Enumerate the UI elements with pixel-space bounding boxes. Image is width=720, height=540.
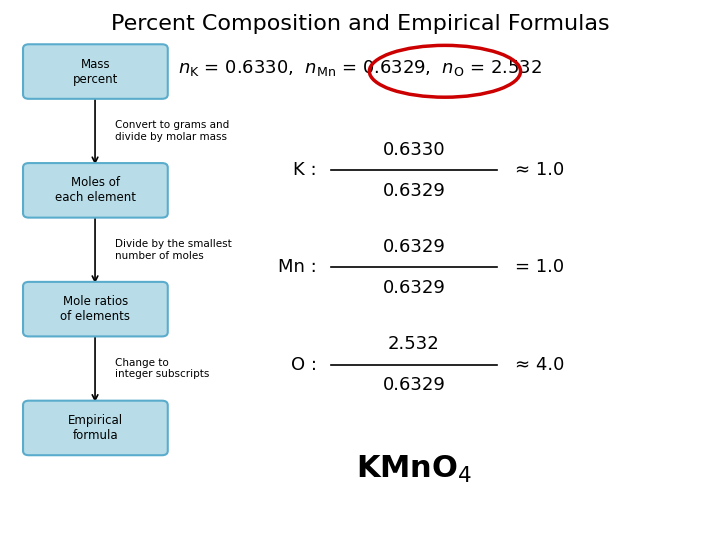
Text: ≈ 1.0: ≈ 1.0 [515, 161, 564, 179]
Text: = 1.0: = 1.0 [515, 258, 564, 276]
Text: ≈ 4.0: ≈ 4.0 [515, 355, 564, 374]
FancyBboxPatch shape [23, 401, 168, 455]
Text: $n_\mathrm{K}$ = 0.6330,  $n_\mathrm{Mn}$ = 0.6329,  $n_\mathrm{O}$ = 2.532: $n_\mathrm{K}$ = 0.6330, $n_\mathrm{Mn}$… [178, 57, 542, 78]
Text: Mole ratios
of elements: Mole ratios of elements [60, 295, 130, 323]
Text: 2.532: 2.532 [388, 335, 440, 353]
Text: O :: O : [291, 355, 317, 374]
Text: Mn :: Mn : [278, 258, 317, 276]
Text: Empirical
formula: Empirical formula [68, 414, 123, 442]
Text: Divide by the smallest
number of moles: Divide by the smallest number of moles [115, 239, 232, 261]
Text: KMnO$_4$: KMnO$_4$ [356, 454, 472, 485]
Text: K :: K : [293, 161, 317, 179]
Text: 0.6329: 0.6329 [382, 279, 446, 297]
Text: Change to
integer subscripts: Change to integer subscripts [115, 357, 210, 379]
FancyBboxPatch shape [23, 282, 168, 336]
Text: 0.6329: 0.6329 [382, 238, 446, 256]
Text: 0.6329: 0.6329 [382, 181, 446, 200]
FancyBboxPatch shape [23, 44, 168, 99]
Text: 0.6329: 0.6329 [382, 376, 446, 394]
Text: Convert to grams and
divide by molar mass: Convert to grams and divide by molar mas… [115, 120, 230, 142]
Text: Moles of
each element: Moles of each element [55, 177, 136, 204]
Text: Percent Composition and Empirical Formulas: Percent Composition and Empirical Formul… [111, 14, 609, 33]
Text: Mass
percent: Mass percent [73, 58, 118, 85]
FancyBboxPatch shape [23, 163, 168, 218]
Text: 0.6330: 0.6330 [383, 140, 445, 159]
